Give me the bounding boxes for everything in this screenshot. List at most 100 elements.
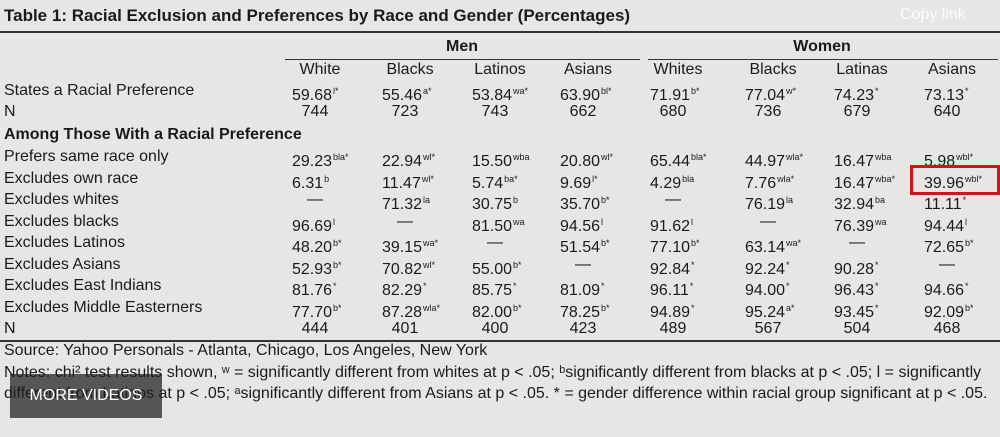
cell-value: 22.94 xyxy=(382,153,423,170)
cell: 52.93b* xyxy=(292,255,342,280)
cell: 76.39wa xyxy=(834,212,887,237)
cell-note: wba xyxy=(875,152,892,162)
cell: 39.15wa* xyxy=(382,233,438,258)
cell: — xyxy=(760,212,776,230)
cell: 71.32la xyxy=(382,190,430,215)
rule xyxy=(0,31,1000,33)
cell: 444 xyxy=(301,320,329,337)
cell: 9.69l* xyxy=(560,169,598,194)
row-label: N xyxy=(4,103,16,120)
cell-value: 82.00 xyxy=(472,303,513,321)
cell-value: 55.46 xyxy=(382,87,423,104)
cell-note: wa* xyxy=(423,238,439,248)
row-label: Excludes own race xyxy=(4,169,139,187)
cell-value: 71.91 xyxy=(650,87,691,104)
cell-value: 11.47 xyxy=(382,174,421,192)
cell-note: wa xyxy=(513,216,525,227)
cell-value: 16.47 xyxy=(834,153,875,170)
cell: — xyxy=(665,191,681,208)
cell: 743 xyxy=(481,103,509,120)
cell: — xyxy=(939,255,955,273)
cell-note: b xyxy=(513,195,519,205)
cell: 81.76* xyxy=(292,276,337,301)
cell-value: 5.74 xyxy=(472,174,504,192)
cell-note: * xyxy=(965,86,969,96)
cell-note: a* xyxy=(786,302,795,313)
cell-value: 93.45 xyxy=(834,303,875,321)
cell-value: 52.93 xyxy=(292,260,333,278)
cell: 90.28* xyxy=(834,255,879,280)
cell-value: 11.11 xyxy=(924,196,962,213)
cell-value: 94.66 xyxy=(924,282,965,299)
cell: 96.69l xyxy=(292,212,335,237)
cell-note: l xyxy=(965,216,968,227)
cell: 74.23* xyxy=(834,81,879,106)
column-header: Whites xyxy=(653,61,703,78)
cell: 82.29* xyxy=(382,276,427,301)
cell: 93.45* xyxy=(834,298,879,323)
more-videos-button[interactable]: MORE VIDEOS xyxy=(10,374,162,418)
cell: 51.54b* xyxy=(560,233,610,258)
cell-value: 35.70 xyxy=(560,196,601,213)
cell: 5.74ba* xyxy=(472,169,518,194)
cell: 94.66* xyxy=(924,276,969,301)
cell-value: 94.44 xyxy=(924,217,965,235)
cell-note: b* xyxy=(333,238,342,248)
cell: 76.19la xyxy=(745,190,793,215)
row-label: Excludes East Indians xyxy=(4,277,162,294)
cell-note: wbl* xyxy=(956,152,974,162)
cell-value: 48.20 xyxy=(292,239,333,256)
cell-note: wba xyxy=(513,152,530,162)
cell-value: 4.29 xyxy=(650,174,682,192)
cell-note: bla* xyxy=(333,152,349,162)
cell-note: bla xyxy=(682,173,695,184)
cell-value: 77.10 xyxy=(650,239,691,256)
cell: 468 xyxy=(933,320,961,337)
cell: 87.28wla* xyxy=(382,298,440,323)
column-header: Blacks xyxy=(386,61,434,78)
cell-note: b xyxy=(324,173,330,184)
cell-value: 85.75 xyxy=(472,282,513,299)
cell-value: 63.14 xyxy=(745,239,786,256)
cell-note: la xyxy=(423,195,431,205)
cell-note: b* xyxy=(965,302,974,313)
cell-note: b* xyxy=(333,259,342,270)
notes: Notes: chi² test results shown, ʷ = sign… xyxy=(4,364,988,402)
cell: 16.47wba* xyxy=(834,169,895,194)
cell-value: 92.24 xyxy=(745,260,786,278)
cell: 63.90bl* xyxy=(560,81,612,106)
cell-value: 44.97 xyxy=(745,153,786,170)
cell: 680 xyxy=(659,103,687,120)
group-header: Women xyxy=(793,38,851,55)
cell-note: b* xyxy=(965,238,974,248)
cell-value: 76.19 xyxy=(745,196,786,213)
cell: 95.24a* xyxy=(745,298,795,323)
cell-value: 94.89 xyxy=(650,303,691,321)
cell: 11.47wl* xyxy=(382,169,434,194)
column-header: Latinas xyxy=(836,61,888,78)
group-header: Men xyxy=(446,38,478,55)
column-header: Latinos xyxy=(474,61,526,78)
cell: 70.82wl* xyxy=(382,255,435,280)
cell-note: wla* xyxy=(423,302,441,313)
cell: 44.97wla* xyxy=(745,147,803,172)
cell: 96.43* xyxy=(834,276,879,301)
cell-value: 65.44 xyxy=(650,153,691,170)
cell-value: 96.69 xyxy=(292,217,333,235)
cell-value: 72.65 xyxy=(924,239,965,256)
copy-link-button[interactable]: Copy link xyxy=(900,6,966,23)
cell-value: 73.13 xyxy=(924,87,965,104)
cell: 78.25b* xyxy=(560,298,610,323)
cell-value: 94.00 xyxy=(745,282,786,299)
cell-value: 95.24 xyxy=(745,303,786,321)
cell: 423 xyxy=(569,320,597,337)
cell-note: wa* xyxy=(786,238,802,248)
cell-note: wbl* xyxy=(965,173,983,184)
cell-note: * xyxy=(965,281,969,291)
cell-value: 55.00 xyxy=(472,260,513,278)
cell: 48.20b* xyxy=(292,233,342,258)
cell-value: 92.84 xyxy=(650,260,691,278)
cell-value: 39.96 xyxy=(924,174,965,192)
cell-value: 30.75 xyxy=(472,196,513,213)
cell-value: 32.94 xyxy=(834,196,875,213)
